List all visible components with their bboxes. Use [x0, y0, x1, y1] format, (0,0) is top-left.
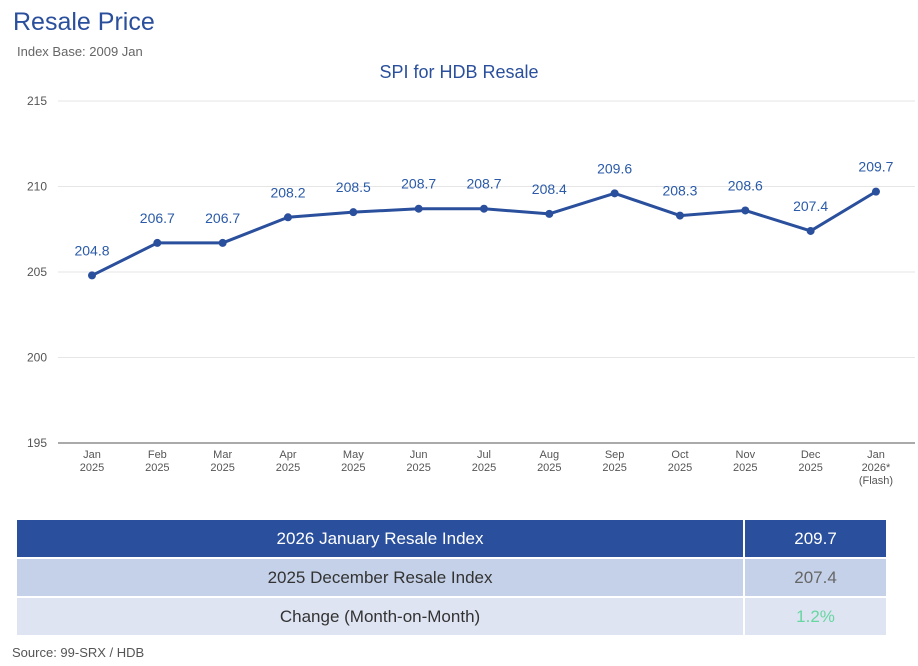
- x-tick-label-line: Jun: [410, 449, 428, 461]
- x-tick-label-line: 2025: [602, 462, 626, 474]
- data-label: 204.8: [74, 242, 109, 258]
- x-tick-label-line: Mar: [213, 449, 232, 461]
- x-tick-label: Mar 2025: [210, 449, 234, 474]
- page-title: Resale Price: [13, 8, 155, 36]
- x-tick-label: Jun 2025: [406, 449, 430, 474]
- x-tick-label-line: 2025: [733, 462, 757, 474]
- data-label: 206.7: [205, 210, 240, 226]
- x-tick-label-line: Jan: [83, 449, 101, 461]
- summary-label: 2025 December Resale Index: [14, 557, 746, 598]
- data-label: 208.5: [336, 179, 371, 195]
- summary-label: 2026 January Resale Index: [14, 518, 746, 559]
- x-tick-label-line: 2025: [537, 462, 561, 474]
- data-point: [741, 206, 750, 215]
- x-tick-label-line: Apr: [279, 449, 296, 461]
- data-point: [479, 204, 488, 213]
- x-tick-label-line: (Flash): [859, 475, 893, 487]
- x-tick-label-line: Nov: [736, 449, 756, 461]
- data-point: [610, 189, 619, 198]
- x-tick-label-line: 2025: [472, 462, 496, 474]
- summary-row-current: 2026 January Resale Index 209.7: [14, 518, 888, 559]
- data-label: 206.7: [140, 210, 175, 226]
- index-base-subtitle: Index Base: 2009 Jan: [17, 44, 143, 59]
- summary-value: 1.2%: [743, 596, 888, 637]
- x-tick-label: Dec 2025: [798, 449, 822, 474]
- x-tick-label-line: 2025: [798, 462, 822, 474]
- summary-value: 207.4: [743, 557, 888, 598]
- y-tick-label: 205: [27, 265, 47, 279]
- data-point: [545, 209, 554, 218]
- x-tick-label: Jan 2025: [80, 449, 104, 474]
- summary-row-previous: 2025 December Resale Index 207.4: [14, 557, 888, 598]
- x-tick-label-line: Sep: [605, 449, 625, 461]
- summary-row-change: Change (Month-on-Month) 1.2%: [14, 596, 888, 637]
- data-point: [414, 204, 423, 213]
- x-tick-label-line: 2025: [145, 462, 169, 474]
- x-tick-label-line: 2025: [341, 462, 365, 474]
- data-label: 208.3: [662, 183, 697, 199]
- x-tick-label: Aug 2025: [537, 449, 561, 474]
- x-tick-label-line: 2025: [80, 462, 104, 474]
- x-tick-label-line: Jul: [477, 449, 491, 461]
- x-tick-label-line: 2025: [276, 462, 300, 474]
- x-tick-label: Jan 2026* (Flash): [859, 449, 893, 487]
- x-tick-label-line: 2025: [210, 462, 234, 474]
- x-tick-label-line: Oct: [671, 449, 688, 461]
- data-label: 209.7: [858, 159, 893, 175]
- x-tick-label: Apr 2025: [276, 449, 300, 474]
- x-tick-label-line: Jan: [867, 449, 885, 461]
- x-tick-label: Nov 2025: [733, 449, 757, 474]
- summary-value: 209.7: [743, 518, 888, 559]
- x-tick-label-line: 2025: [406, 462, 430, 474]
- data-point: [871, 187, 880, 196]
- summary-label: Change (Month-on-Month): [14, 596, 746, 637]
- data-label: 207.4: [793, 198, 828, 214]
- x-tick-label-line: Feb: [148, 449, 167, 461]
- chart-title: SPI for HDB Resale: [379, 62, 539, 82]
- x-tick-label: Sep 2025: [602, 449, 626, 474]
- y-tick-label: 215: [27, 94, 47, 108]
- data-label: 208.2: [270, 184, 305, 200]
- data-point: [675, 211, 684, 220]
- y-tick-label: 200: [27, 351, 47, 365]
- x-tick-label: Feb 2025: [145, 449, 169, 474]
- x-tick-label: Jul 2025: [472, 449, 496, 474]
- data-label: 209.6: [597, 160, 632, 176]
- data-label: 208.7: [401, 176, 436, 192]
- source-note: Source: 99-SRX / HDB: [12, 645, 145, 660]
- y-tick-label: 195: [27, 436, 47, 450]
- x-tick-label: Oct 2025: [668, 449, 692, 474]
- x-tick-label-line: 2025: [668, 462, 692, 474]
- data-point: [806, 226, 815, 235]
- data-point: [283, 213, 292, 222]
- series-line: [90, 190, 878, 277]
- data-label: 208.7: [466, 176, 501, 192]
- x-tick-label-line: Dec: [801, 449, 821, 461]
- x-tick-label-line: Aug: [540, 449, 560, 461]
- y-tick-label: 210: [27, 180, 47, 194]
- data-point: [153, 238, 162, 247]
- resale-index-summary-table: 2026 January Resale Index 209.7 2025 Dec…: [14, 518, 888, 637]
- data-point: [349, 208, 358, 217]
- data-label: 208.4: [532, 181, 567, 197]
- x-tick-label-line: 2026*: [862, 462, 891, 474]
- x-tick-label-line: May: [343, 449, 364, 461]
- data-label: 208.6: [728, 177, 763, 193]
- x-tick-label: May 2025: [341, 449, 365, 474]
- data-point: [88, 271, 96, 280]
- data-point: [218, 238, 227, 247]
